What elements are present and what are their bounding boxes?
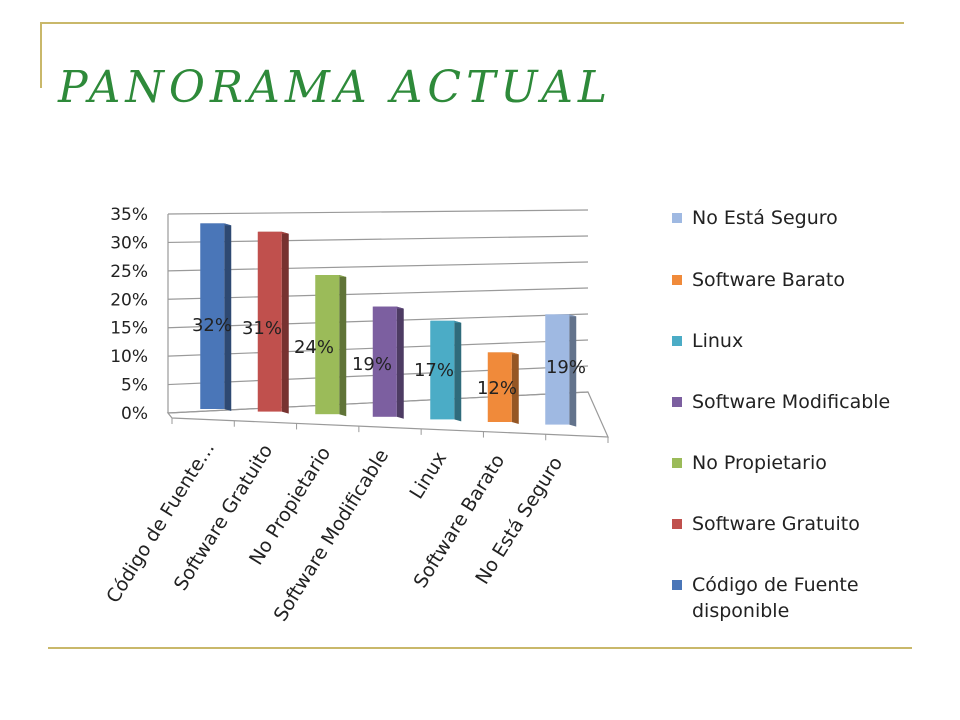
y-tick-label: 30% <box>110 233 148 253</box>
bar-side <box>224 223 232 411</box>
bar <box>545 314 570 425</box>
legend-item: Software Modificable <box>672 389 922 415</box>
bar-side <box>511 352 519 424</box>
legend-label: No Propietario <box>692 452 827 474</box>
data-label: 32% <box>192 315 232 336</box>
legend-item: No Propietario <box>672 450 922 476</box>
y-tick-label: 0% <box>121 404 148 424</box>
gridline <box>167 287 589 300</box>
legend-item: Software Gratuito <box>672 511 922 537</box>
gridline <box>167 209 589 215</box>
frame-line-bottom <box>48 647 912 649</box>
bar-side <box>339 275 347 417</box>
gridline <box>167 235 589 244</box>
legend-item: Linux <box>672 328 922 354</box>
bar <box>257 231 282 412</box>
slide-title: PANORAMA ACTUAL <box>58 62 613 113</box>
legend-label: Software Modificable <box>692 391 891 413</box>
y-tick-label: 20% <box>110 290 148 310</box>
data-label: 12% <box>477 378 517 399</box>
legend-swatch <box>672 213 682 223</box>
gridline <box>167 261 589 272</box>
bar <box>200 223 225 409</box>
y-tick-label: 5% <box>121 376 148 396</box>
bar-side <box>569 314 577 427</box>
legend-swatch <box>672 336 682 346</box>
x-tick-label: Código de Fuente… <box>102 438 219 607</box>
legend-item: No Está Seguro <box>672 205 922 231</box>
bar-side <box>396 306 404 419</box>
legend-label: No Está Seguro <box>692 207 838 229</box>
y-tick-label: 15% <box>110 319 148 339</box>
legend-swatch <box>672 458 682 468</box>
bar <box>315 275 340 415</box>
frame-line-left <box>40 22 42 88</box>
legend-swatch <box>672 519 682 529</box>
legend-item: Software Barato <box>672 267 922 293</box>
data-label: 31% <box>242 318 282 339</box>
frame-line-top <box>40 22 904 24</box>
data-label: 19% <box>546 357 586 378</box>
data-label: 19% <box>352 354 392 375</box>
bar-side <box>281 231 289 414</box>
legend-label: Software Gratuito <box>692 513 860 535</box>
legend-label: Código de Fuente disponible <box>692 574 859 622</box>
legend-item: Código de Fuente disponible <box>672 572 922 624</box>
y-tick-label: 25% <box>110 262 148 282</box>
bar <box>430 320 455 420</box>
bar-side <box>454 320 462 422</box>
legend-label: Linux <box>692 330 744 352</box>
bar <box>487 352 512 422</box>
data-label: 24% <box>294 337 334 358</box>
y-tick-label: 10% <box>110 347 148 367</box>
legend-swatch <box>672 580 682 590</box>
x-tick-label: Software Modificable <box>270 445 394 625</box>
legend-swatch <box>672 275 682 285</box>
legend-label: Software Barato <box>692 269 846 291</box>
bar <box>372 306 397 417</box>
y-tick-label: 35% <box>110 205 148 225</box>
data-label: 17% <box>414 360 454 381</box>
x-tick-label: Linux <box>405 448 451 503</box>
legend-swatch <box>672 397 682 407</box>
